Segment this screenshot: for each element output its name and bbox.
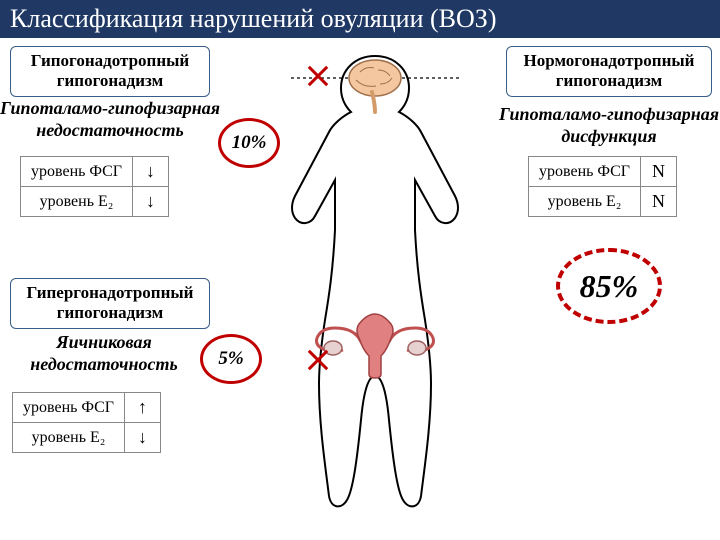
table-row: уровень Е₂↓ xyxy=(13,423,161,453)
normo-heading-box: Нормогонадотропный гипогонадизм xyxy=(506,46,712,97)
hyper-heading-box: Гипергонадотропный гипогонадизм xyxy=(10,278,210,329)
table-row: уровень Е₂↓ xyxy=(21,187,169,217)
normo-table: уровень ФСГN уровень Е₂N xyxy=(528,156,677,217)
hypo-subheading: Гипоталамо-гипофизарная недостаточность xyxy=(0,98,226,141)
hypo-percent: 10% xyxy=(218,118,280,168)
hyper-table: уровень ФСГ↑ уровень Е₂↓ xyxy=(12,392,161,453)
table-row: уровень ФСГ↓ xyxy=(21,157,169,187)
hyper-subheading: Яичниковая недостаточность xyxy=(14,332,194,375)
hyper-heading: Гипергонадотропный гипогонадизм xyxy=(27,283,194,322)
table-row: уровень Е₂N xyxy=(529,187,677,217)
cross-icon xyxy=(306,348,330,372)
body-figure xyxy=(260,48,490,528)
hyper-percent: 5% xyxy=(200,334,262,384)
normo-subheading: Гипоталамо-гипофизарная дисфункция xyxy=(494,104,720,147)
table-row: уровень ФСГN xyxy=(529,157,677,187)
page-title: Классификация нарушений овуляции (ВОЗ) xyxy=(0,0,720,38)
normo-percent: 85% xyxy=(556,248,662,324)
hypo-table: уровень ФСГ↓ уровень Е₂↓ xyxy=(20,156,169,217)
table-row: уровень ФСГ↑ xyxy=(13,393,161,423)
hypo-heading-box: Гипогонадотропный гипогонадизм xyxy=(10,46,210,97)
cross-icon xyxy=(306,64,330,88)
normo-heading: Нормогонадотропный гипогонадизм xyxy=(524,51,695,90)
diagram-area: Гипогонадотропный гипогонадизм Гипоталам… xyxy=(0,38,720,538)
hypo-heading: Гипогонадотропный гипогонадизм xyxy=(31,51,189,90)
